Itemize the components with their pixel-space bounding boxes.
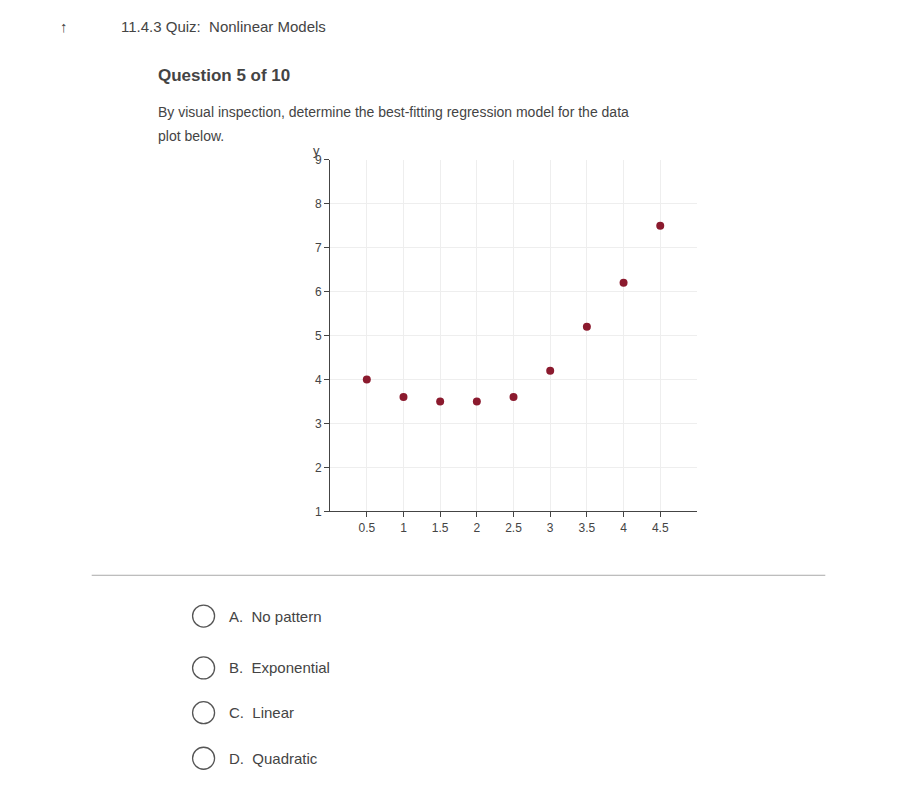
svg-text:1: 1 [400, 521, 407, 535]
svg-text:2: 2 [315, 461, 322, 475]
svg-text:0.5: 0.5 [358, 521, 375, 535]
svg-text:1.5: 1.5 [432, 521, 449, 535]
svg-text:plot below.: plot below. [158, 128, 224, 144]
svg-text:2: 2 [473, 521, 480, 535]
svg-text:B. Exponential: B. Exponential [229, 659, 330, 676]
svg-text:5: 5 [315, 329, 322, 343]
svg-text:9: 9 [315, 153, 322, 167]
svg-text:1: 1 [315, 505, 322, 519]
svg-text:↑: ↑ [60, 18, 68, 35]
svg-text:3: 3 [315, 417, 322, 431]
svg-text:4: 4 [620, 521, 627, 535]
svg-text:4.5: 4.5 [652, 521, 669, 535]
svg-text:3: 3 [547, 521, 554, 535]
svg-text:2.5: 2.5 [505, 521, 522, 535]
svg-text:4: 4 [315, 373, 322, 387]
svg-text:y: y [313, 143, 320, 158]
svg-text:By visual inspection, determin: By visual inspection, determine the best… [158, 104, 629, 120]
svg-text:6: 6 [315, 285, 322, 299]
svg-text:3.5: 3.5 [579, 521, 596, 535]
svg-text:7: 7 [315, 241, 322, 255]
svg-text:8: 8 [315, 197, 322, 211]
svg-text:A. No pattern: A. No pattern [229, 608, 322, 625]
svg-text:Question 5 of 10: Question 5 of 10 [158, 66, 290, 85]
svg-text:D. Quadratic: D. Quadratic [229, 750, 318, 767]
svg-text:C. Linear: C. Linear [229, 704, 294, 721]
svg-text:11.4.3 Quiz: Nonlinear Models: 11.4.3 Quiz: Nonlinear Models [121, 18, 326, 35]
